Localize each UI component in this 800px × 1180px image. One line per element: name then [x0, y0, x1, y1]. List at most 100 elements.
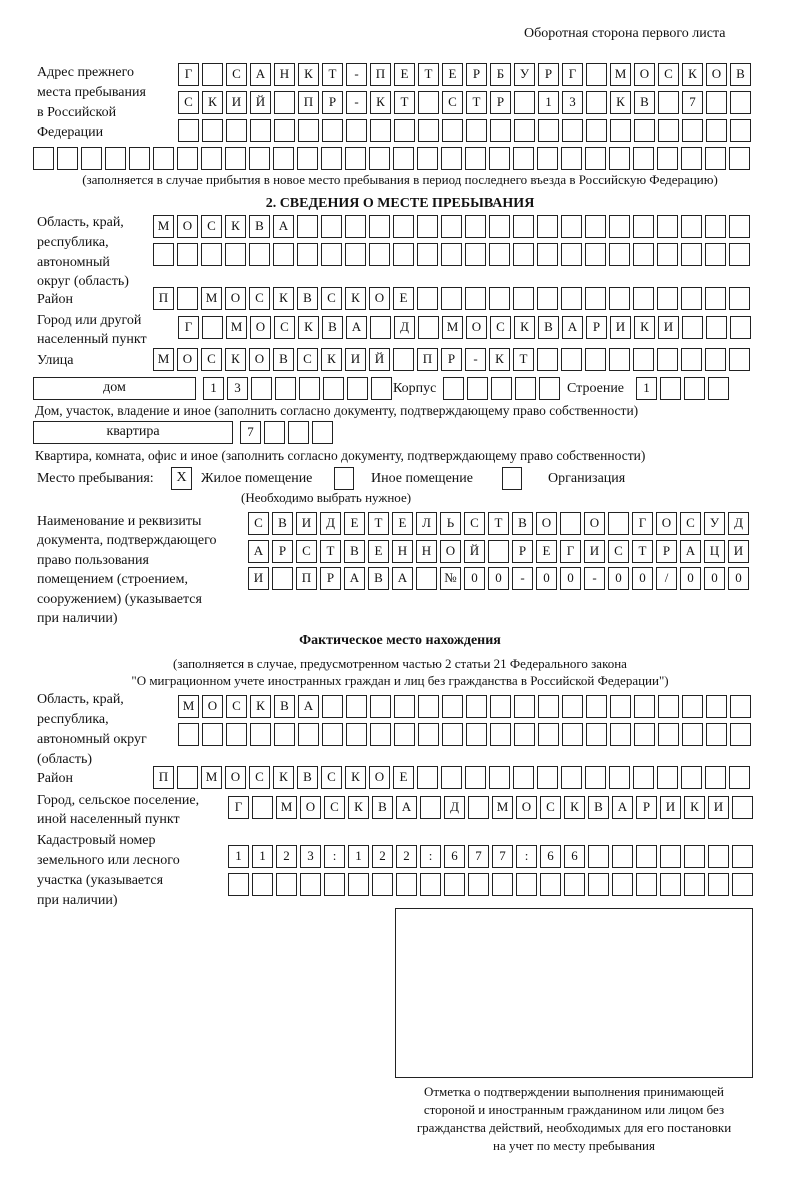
- char-cell[interactable]: [442, 119, 463, 142]
- char-cell[interactable]: [540, 873, 561, 896]
- char-cell[interactable]: М: [153, 215, 174, 238]
- char-cell[interactable]: [323, 377, 344, 400]
- char-cell[interactable]: [681, 215, 702, 238]
- char-cell[interactable]: [416, 567, 437, 590]
- char-cell[interactable]: Р: [490, 91, 511, 114]
- char-cell[interactable]: Е: [392, 512, 413, 535]
- char-cell[interactable]: Й: [464, 540, 485, 563]
- char-cell[interactable]: В: [344, 540, 365, 563]
- char-cell[interactable]: А: [680, 540, 701, 563]
- char-cell[interactable]: [417, 287, 438, 310]
- prev-address-row-4[interactable]: [33, 147, 753, 170]
- char-cell[interactable]: [634, 695, 655, 718]
- char-cell[interactable]: [729, 147, 750, 170]
- char-cell[interactable]: С: [490, 316, 511, 339]
- char-cell[interactable]: [729, 348, 750, 371]
- char-cell[interactable]: Р: [538, 63, 559, 86]
- char-cell[interactable]: [708, 377, 729, 400]
- char-cell[interactable]: П: [153, 287, 174, 310]
- char-cell[interactable]: [612, 845, 633, 868]
- char-cell[interactable]: [561, 766, 582, 789]
- char-cell[interactable]: В: [249, 215, 270, 238]
- char-cell[interactable]: 0: [632, 567, 653, 590]
- char-cell[interactable]: [489, 215, 510, 238]
- char-cell[interactable]: С: [608, 540, 629, 563]
- char-cell[interactable]: С: [297, 348, 318, 371]
- char-cell[interactable]: С: [249, 287, 270, 310]
- char-cell[interactable]: П: [417, 348, 438, 371]
- char-cell[interactable]: 6: [564, 845, 585, 868]
- char-cell[interactable]: С: [178, 91, 199, 114]
- char-cell[interactable]: Е: [368, 540, 389, 563]
- char-cell[interactable]: Г: [178, 63, 199, 86]
- doc-row-3[interactable]: И П Р А В А № 0 0-0 0-0 0/0 0 0: [248, 567, 752, 590]
- char-cell[interactable]: 2: [372, 845, 393, 868]
- char-cell[interactable]: [465, 287, 486, 310]
- char-cell[interactable]: [345, 243, 366, 266]
- char-cell[interactable]: [564, 873, 585, 896]
- char-cell[interactable]: Е: [393, 766, 414, 789]
- char-cell[interactable]: О: [202, 695, 223, 718]
- char-cell[interactable]: И: [584, 540, 605, 563]
- char-cell[interactable]: [514, 91, 535, 114]
- char-cell[interactable]: [732, 796, 753, 819]
- char-cell[interactable]: :: [516, 845, 537, 868]
- char-cell[interactable]: [276, 873, 297, 896]
- char-cell[interactable]: О: [466, 316, 487, 339]
- char-cell[interactable]: И: [248, 567, 269, 590]
- flat-type-field[interactable]: квартира: [33, 421, 233, 444]
- char-cell[interactable]: В: [273, 348, 294, 371]
- char-cell[interactable]: О: [706, 63, 727, 86]
- char-cell[interactable]: Е: [344, 512, 365, 535]
- char-cell[interactable]: С: [324, 796, 345, 819]
- char-cell[interactable]: [585, 147, 606, 170]
- char-cell[interactable]: [610, 695, 631, 718]
- flat-number-row[interactable]: 7: [240, 421, 336, 444]
- char-cell[interactable]: [346, 695, 367, 718]
- house-type-field[interactable]: дом: [33, 377, 196, 400]
- char-cell[interactable]: [561, 348, 582, 371]
- char-cell[interactable]: [586, 695, 607, 718]
- char-cell[interactable]: М: [153, 348, 174, 371]
- char-cell[interactable]: К: [225, 348, 246, 371]
- char-cell[interactable]: [705, 348, 726, 371]
- char-cell[interactable]: [393, 215, 414, 238]
- char-cell[interactable]: [465, 147, 486, 170]
- char-cell[interactable]: [634, 723, 655, 746]
- char-cell[interactable]: К: [370, 91, 391, 114]
- char-cell[interactable]: А: [392, 567, 413, 590]
- char-cell[interactable]: В: [512, 512, 533, 535]
- char-cell[interactable]: К: [345, 287, 366, 310]
- char-cell[interactable]: Н: [274, 63, 295, 86]
- char-cell[interactable]: [489, 243, 510, 266]
- char-cell[interactable]: К: [273, 287, 294, 310]
- char-cell[interactable]: [105, 147, 126, 170]
- char-cell[interactable]: [153, 147, 174, 170]
- char-cell[interactable]: 0: [608, 567, 629, 590]
- char-cell[interactable]: 2: [396, 845, 417, 868]
- char-cell[interactable]: [274, 723, 295, 746]
- char-cell[interactable]: [250, 723, 271, 746]
- char-cell[interactable]: [682, 119, 703, 142]
- char-cell[interactable]: С: [201, 348, 222, 371]
- char-cell[interactable]: П: [153, 766, 174, 789]
- char-cell[interactable]: Р: [586, 316, 607, 339]
- char-cell[interactable]: [252, 796, 273, 819]
- char-cell[interactable]: [272, 567, 293, 590]
- char-cell[interactable]: [417, 243, 438, 266]
- char-cell[interactable]: [346, 723, 367, 746]
- char-cell[interactable]: О: [225, 287, 246, 310]
- char-cell[interactable]: [684, 377, 705, 400]
- char-cell[interactable]: [394, 695, 415, 718]
- char-cell[interactable]: [586, 91, 607, 114]
- char-cell[interactable]: О: [634, 63, 655, 86]
- char-cell[interactable]: Т: [320, 540, 341, 563]
- char-cell[interactable]: Р: [636, 796, 657, 819]
- char-cell[interactable]: Е: [394, 63, 415, 86]
- char-cell[interactable]: [708, 873, 729, 896]
- char-cell[interactable]: И: [296, 512, 317, 535]
- char-cell[interactable]: [347, 377, 368, 400]
- char-cell[interactable]: [201, 147, 222, 170]
